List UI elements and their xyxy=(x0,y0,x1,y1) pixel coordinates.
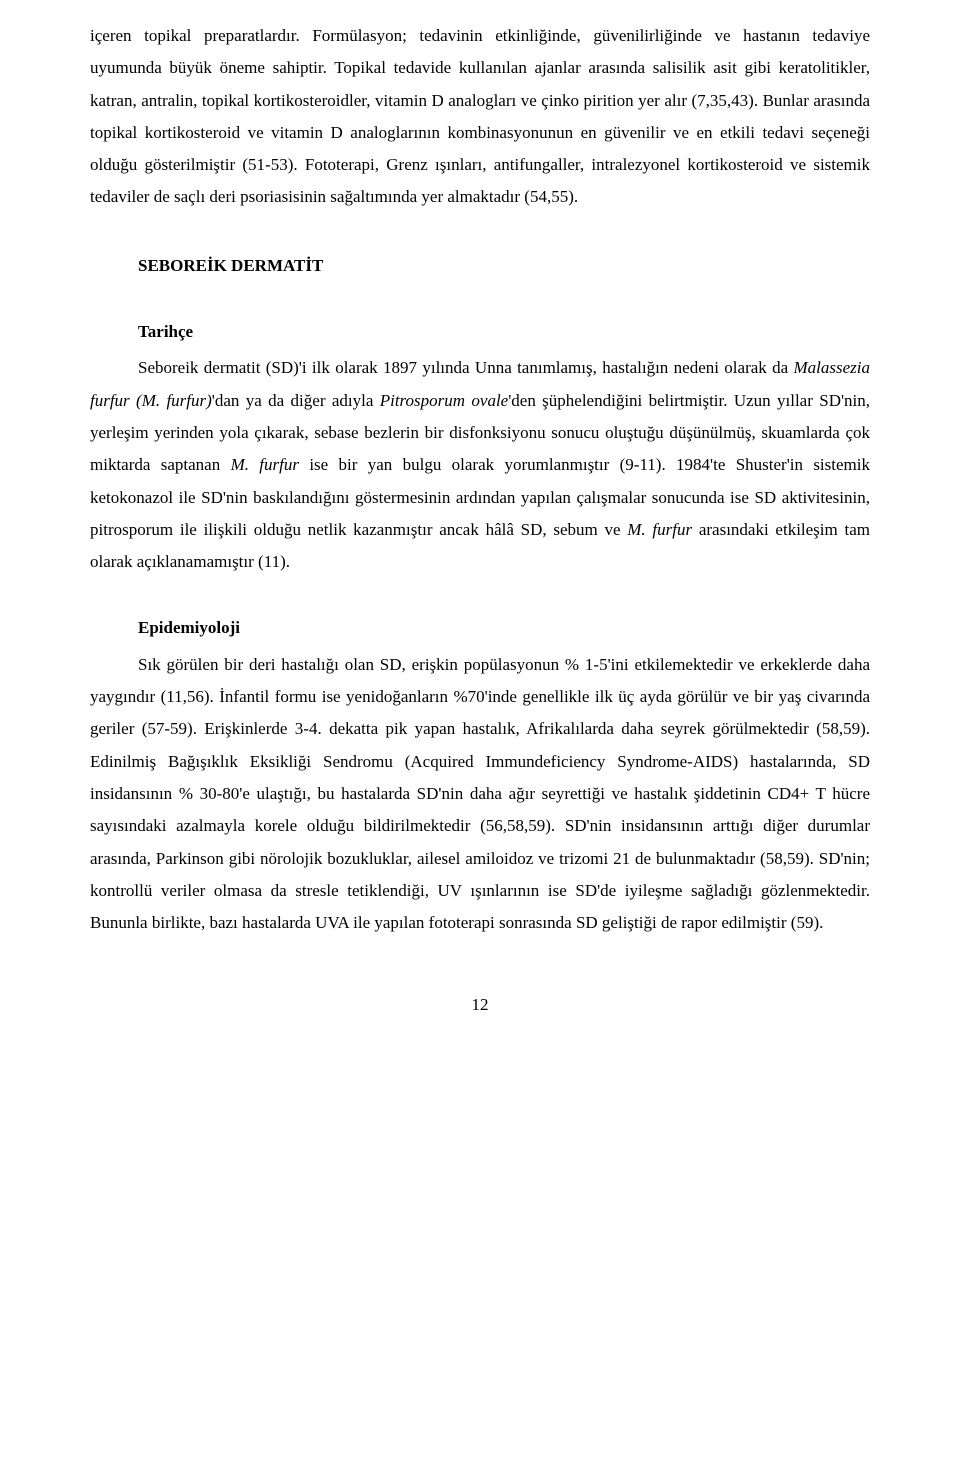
page-container: içeren topikal preparatlardır. Formülasy… xyxy=(0,0,960,1062)
subheading-epidemiyoloji: Epidemiyoloji xyxy=(90,612,870,644)
paragraph-epidemiyoloji: Sık görülen bir deri hastalığı olan SD, … xyxy=(90,649,870,940)
italic-run: Pitrosporum ovale xyxy=(380,391,509,410)
italic-run: M. furfur xyxy=(627,520,692,539)
text-run: Seboreik dermatit (SD)'i ilk olarak 1897… xyxy=(138,358,794,377)
paragraph-topikal: içeren topikal preparatlardır. Formülasy… xyxy=(90,20,870,214)
paragraph-tarihce: Seboreik dermatit (SD)'i ilk olarak 1897… xyxy=(90,352,870,578)
italic-run: M. furfur xyxy=(231,455,299,474)
heading-seboreik: SEBOREİK DERMATİT xyxy=(90,250,870,282)
text-run: 'dan ya da diğer adıyla xyxy=(212,391,380,410)
subheading-tarihce: Tarihçe xyxy=(90,316,870,348)
page-number: 12 xyxy=(90,989,870,1021)
